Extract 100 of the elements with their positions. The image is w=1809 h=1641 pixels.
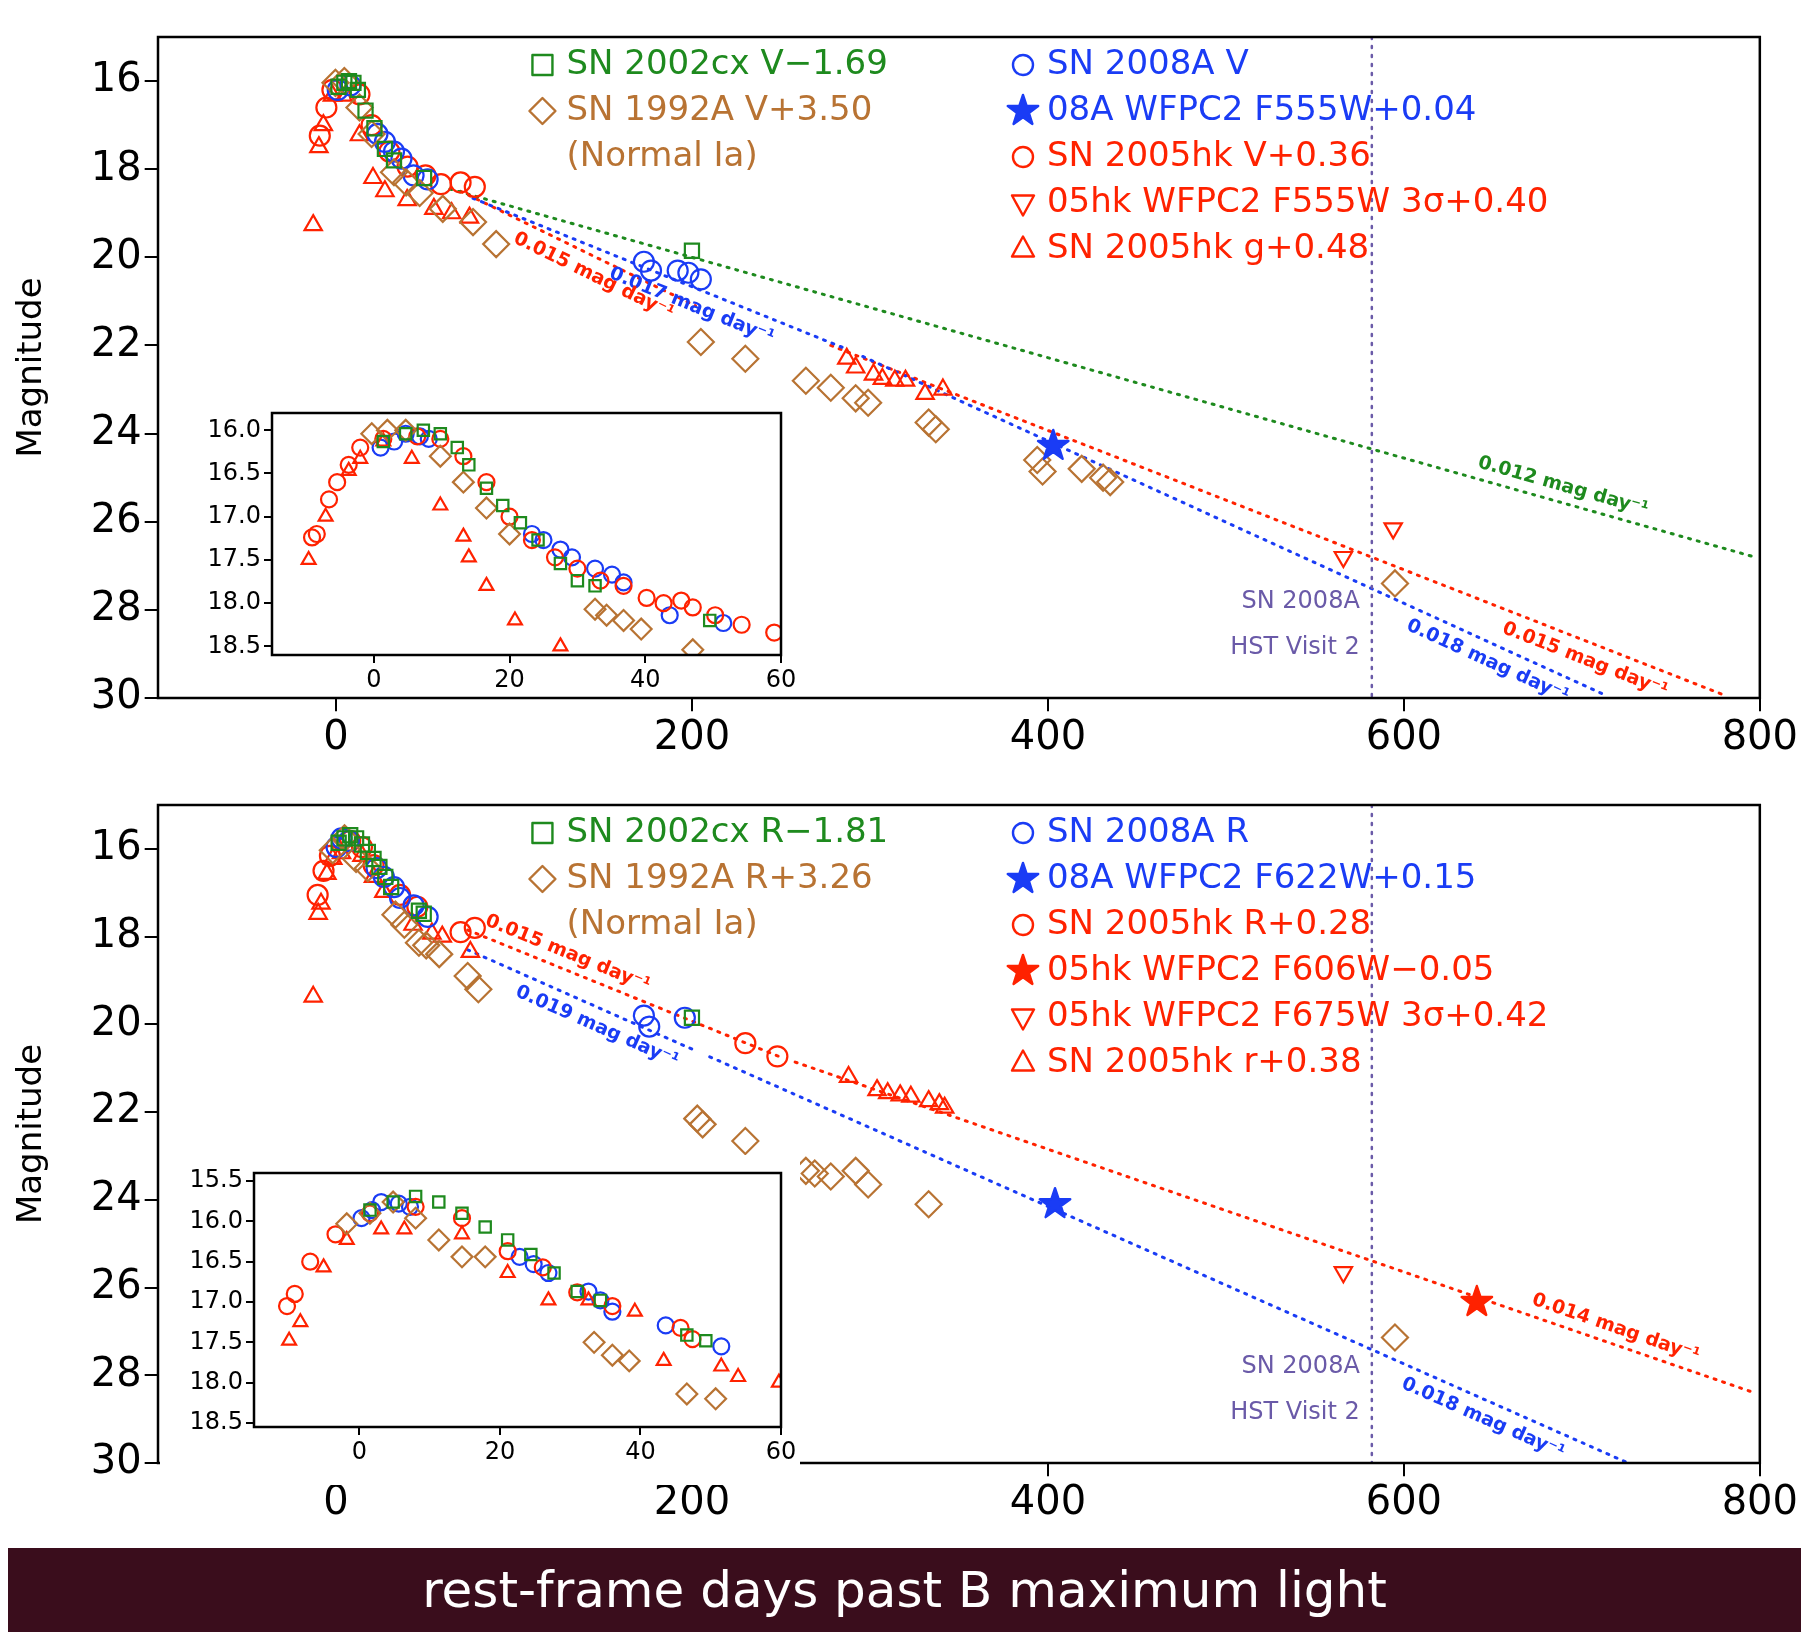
point [580, 1291, 597, 1306]
point [513, 516, 528, 530]
y-tick-label: 26 [90, 495, 142, 542]
point [452, 1209, 472, 1228]
x-tick-label: 400 [1009, 711, 1087, 758]
point [416, 905, 439, 928]
point [918, 1090, 939, 1108]
point [699, 1333, 713, 1348]
point [341, 844, 371, 874]
y-tick-label: 24 [90, 406, 142, 453]
point [603, 1302, 622, 1321]
x-tick-label: 60 [765, 664, 797, 693]
point [841, 384, 870, 413]
x-tick-label: 800 [1721, 1476, 1799, 1523]
point [372, 1192, 391, 1212]
point [1036, 428, 1070, 461]
point [351, 438, 370, 457]
legend-label: SN 2005hk g+0.48 [1046, 225, 1370, 266]
point [1380, 1323, 1410, 1352]
y-tick-label: 24 [90, 1173, 142, 1220]
point [432, 496, 449, 511]
point [390, 147, 413, 170]
point [453, 961, 482, 991]
point [632, 1004, 655, 1027]
y-tick-label: 17.5 [207, 544, 261, 573]
x-tick-label: 400 [1009, 1476, 1087, 1523]
point [348, 83, 371, 106]
point [500, 507, 519, 526]
point [510, 1247, 529, 1266]
point [458, 207, 488, 237]
point [474, 496, 498, 520]
y-tick-label: 18 [90, 142, 142, 189]
x-tick-label: 20 [484, 1436, 516, 1465]
point [506, 611, 523, 626]
point [921, 415, 950, 444]
point [637, 588, 656, 608]
text: 0.014 mag day⁻¹ [1529, 1287, 1704, 1366]
point [654, 594, 673, 613]
point [656, 1316, 675, 1335]
point [372, 865, 395, 889]
point [453, 1225, 471, 1240]
x-tick-label: 40 [625, 1436, 656, 1465]
point [428, 444, 452, 468]
point [379, 158, 409, 187]
point [683, 598, 702, 617]
y-tick-label: 18.0 [207, 587, 261, 616]
point [373, 1220, 390, 1235]
point [315, 96, 338, 119]
point [339, 455, 358, 474]
point [482, 230, 511, 259]
point [373, 130, 397, 153]
point [534, 530, 553, 550]
point [318, 836, 347, 865]
point [396, 155, 419, 178]
x-tick-label: 0 [351, 1436, 368, 1465]
point [683, 242, 701, 259]
point [416, 423, 431, 438]
y-tick-label: 26 [90, 1260, 142, 1307]
point [473, 1245, 497, 1269]
point [686, 327, 715, 357]
point [731, 1126, 760, 1156]
y-tick-label: 17.0 [189, 1286, 243, 1315]
point [390, 910, 419, 939]
point [675, 1382, 699, 1406]
point [428, 194, 457, 223]
point [854, 388, 883, 417]
point [766, 1045, 789, 1068]
x-tick-label: 600 [1365, 1476, 1443, 1523]
x-tick-label: 200 [653, 711, 731, 758]
point [712, 1337, 731, 1356]
point [449, 921, 472, 944]
y-tick-label: 15.5 [189, 1165, 243, 1194]
point [392, 168, 421, 197]
point [328, 473, 347, 492]
point [432, 1195, 446, 1209]
point [602, 565, 622, 584]
point [540, 1291, 557, 1306]
point [600, 1343, 624, 1367]
point [1023, 445, 1052, 475]
point [408, 1189, 423, 1204]
point [427, 1228, 451, 1252]
point [629, 617, 653, 641]
point [477, 473, 496, 492]
point [713, 1357, 730, 1372]
x-tick-label: 600 [1365, 711, 1443, 758]
point [583, 597, 607, 621]
point [375, 418, 399, 442]
point [340, 461, 357, 477]
point [335, 1212, 359, 1236]
point [929, 1093, 950, 1111]
point [854, 1170, 883, 1199]
point [914, 408, 943, 437]
point [285, 1284, 304, 1304]
point [570, 573, 585, 588]
point [357, 119, 386, 149]
point [714, 613, 733, 633]
x-tick-label: 60 [765, 1436, 797, 1465]
point [1088, 463, 1118, 492]
point [498, 522, 522, 546]
y-tick-label: 28 [90, 583, 142, 630]
